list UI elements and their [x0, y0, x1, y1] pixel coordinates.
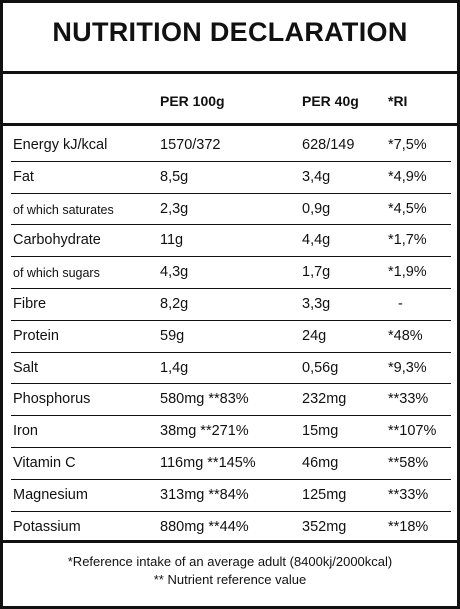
cell: 116mg **145%	[160, 455, 256, 471]
cell: 232mg	[302, 391, 347, 408]
cell: 0,56g	[302, 359, 339, 376]
cell: 580mg **83%	[160, 391, 249, 408]
row-divider	[11, 319, 451, 321]
row-label: Protein	[13, 327, 59, 344]
row-label: Fibre	[13, 296, 47, 312]
row-divider	[11, 192, 451, 194]
cell: **18%	[388, 518, 429, 535]
cell: 59g	[160, 327, 185, 344]
row-label: Phosphorus	[13, 391, 91, 408]
row-label: Energy kJ/kcal	[13, 137, 108, 153]
row-divider	[11, 224, 451, 226]
row-label: Vitamin C	[13, 455, 76, 471]
footnote: *Reference intake of an average adult (8…	[67, 554, 393, 569]
divider	[3, 71, 457, 74]
divider	[3, 540, 457, 543]
column-header: *RI	[388, 93, 408, 109]
cell: **107%	[388, 423, 437, 440]
row-divider	[11, 447, 451, 448]
cell: 15mg	[302, 423, 339, 440]
cell: 125mg	[302, 486, 347, 503]
cell: 4,4g	[302, 232, 331, 249]
cell: 1,4g	[160, 359, 189, 376]
footnote: ** Nutrient reference value	[153, 572, 307, 587]
row-divider	[11, 160, 451, 162]
cell: *4,5%	[388, 200, 427, 217]
cell: 1,7g	[302, 264, 331, 281]
cell: *9,3%	[388, 359, 427, 376]
cell: -	[398, 296, 403, 312]
cell: *1,7%	[388, 232, 427, 249]
cell: 11g	[160, 232, 184, 249]
row-divider	[11, 288, 451, 289]
cell: **33%	[388, 391, 429, 408]
cell: 38mg **271%	[160, 423, 249, 440]
cell: 8,5g	[160, 168, 189, 185]
cell: 1570/372	[160, 137, 221, 153]
row-label: of which saturates	[13, 202, 114, 217]
column-header: PER 100g	[160, 93, 225, 109]
row-label: Fat	[13, 168, 34, 185]
row-divider	[11, 510, 451, 512]
row-label: Potassium	[13, 518, 81, 535]
cell: *1,9%	[388, 264, 427, 281]
cell: 880mg **44%	[160, 518, 249, 535]
row-label: Carbohydrate	[13, 232, 101, 249]
cell: 46mg	[302, 455, 339, 471]
cell: 24g	[302, 327, 327, 344]
cell: 2,3g	[160, 200, 189, 217]
cell: **58%	[388, 455, 429, 471]
title: NUTRITION DECLARATION	[52, 17, 408, 47]
cell: 4,3g	[160, 264, 189, 281]
row-divider	[11, 351, 451, 353]
row-divider	[11, 415, 451, 417]
cell: 8,2g	[160, 296, 189, 312]
row-divider	[11, 478, 451, 480]
row-label: Salt	[13, 359, 38, 376]
row-divider	[11, 383, 451, 385]
cell: 313mg **84%	[160, 486, 249, 503]
divider	[3, 123, 457, 126]
cell: *4,9%	[388, 168, 427, 185]
cell: 352mg	[302, 518, 347, 535]
cell: **33%	[388, 486, 429, 503]
cell: 628/149	[302, 137, 355, 153]
cell: *7,5%	[388, 137, 427, 153]
cell: 3,4g	[302, 168, 331, 185]
row-label: Magnesium	[13, 486, 88, 503]
cell: 0,9g	[302, 200, 331, 217]
row-divider	[11, 256, 451, 258]
row-label: Iron	[13, 423, 38, 440]
cell: *48%	[388, 327, 423, 344]
column-header: PER 40g	[302, 93, 359, 109]
cell: 3,3g	[302, 296, 331, 312]
row-label: of which sugars	[13, 266, 100, 281]
